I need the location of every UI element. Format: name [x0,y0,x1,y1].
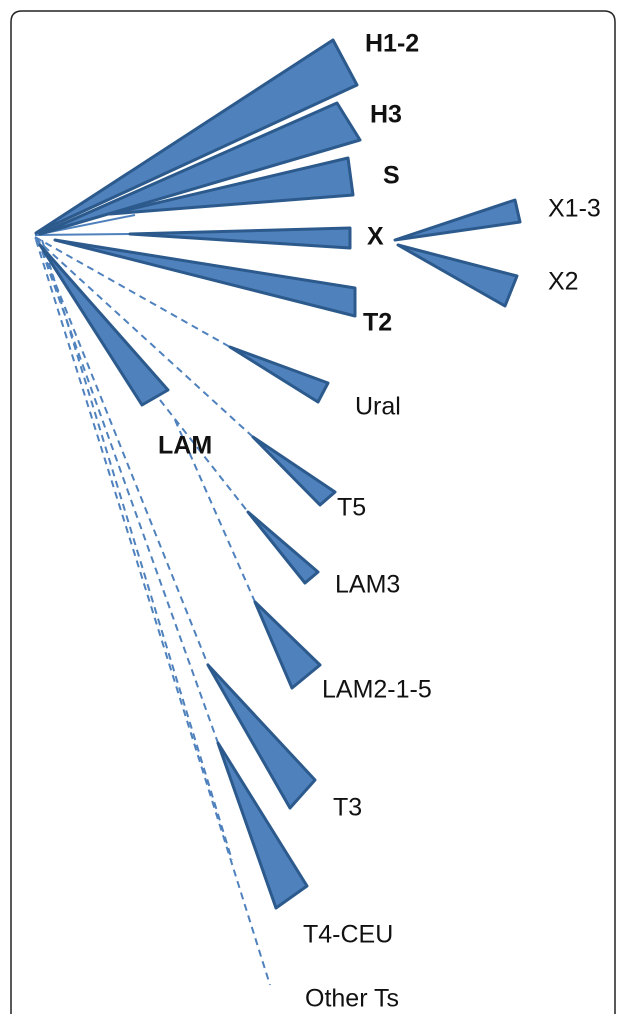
node-label: T3 [333,794,362,822]
node-label: X1-3 [548,195,601,223]
node-label: LAM [158,432,212,460]
node-label: H1-2 [365,30,419,58]
wedge [216,741,309,910]
node-label: S [383,162,400,190]
wedge [393,198,522,242]
labels: H1-2 H3 S X T2 X1-3 X2 Ural LAM T5 LAM3 … [158,30,601,1013]
wedge [228,345,330,404]
edge [37,239,209,666]
node-label: T4-CEU [303,921,393,949]
edge [174,419,256,603]
node-label: X2 [548,268,579,296]
node-label: T5 [337,494,366,522]
edges [34,211,271,986]
node-label: T2 [363,309,392,337]
wedge [108,156,355,216]
edge [35,239,271,986]
wedge [246,510,320,585]
wedge [38,101,362,236]
edge [34,233,131,236]
node-label: Ural [355,393,401,421]
edge [41,239,233,861]
wedge [53,238,357,318]
wedge [38,243,170,407]
node-label: X [367,223,384,251]
wedge [251,435,337,507]
wedge [253,600,322,690]
wedges [34,38,522,910]
wedge [206,663,317,810]
node-label: LAM2-1-5 [322,676,432,704]
node-label: Other Ts [305,985,399,1013]
wedge [34,38,359,235]
frame [10,10,616,1014]
edge [34,237,254,438]
node-label: LAM3 [335,571,400,599]
wedge [128,226,352,250]
node-label: H3 [370,101,402,129]
wedge [396,243,519,308]
edge [34,236,231,348]
